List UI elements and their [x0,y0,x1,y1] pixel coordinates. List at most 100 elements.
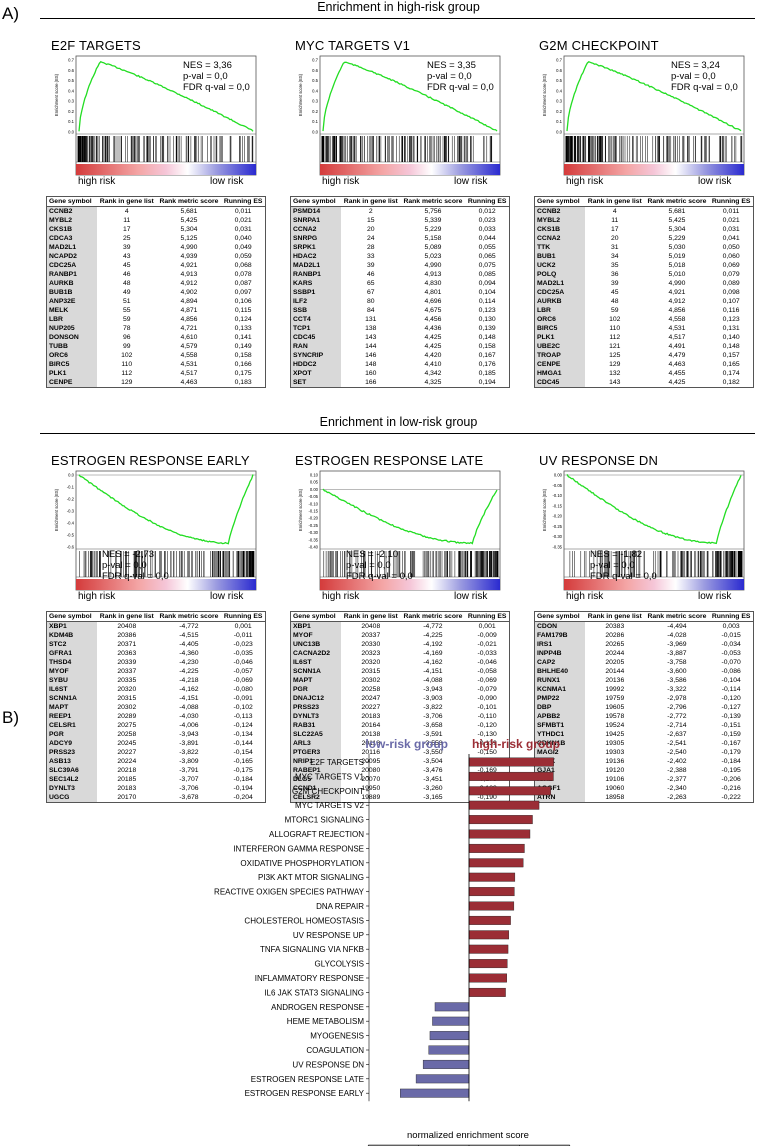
category-label: COAGULATION [306,1046,364,1055]
value-cell: 144 [365,343,377,350]
column-header: Rank in gene list [341,196,401,207]
value-cell: 138 [365,325,377,332]
table-row: PMP22 19759 -2,978 -0,120 [534,694,754,703]
value-cell: 46 [367,271,375,278]
table-row: MELK 55 4,871 0,115 [46,306,266,315]
y-tick-label: -0.6 [67,545,75,550]
value-cell: 5,023 [424,253,442,260]
table-row: STC2 20371 -4,405 -0,023 [46,640,266,649]
value-cell: -0,035 [233,650,253,657]
y-tick-label: 0.6 [68,68,74,73]
gene-symbol-cell: LBR [46,315,97,324]
value-cell: -3,822 [179,749,199,756]
value-cell: -0,070 [721,659,741,666]
nes-bar [468,771,554,781]
gene-symbol-cell: SSBP1 [290,288,341,297]
value-cell: 4,902 [180,289,198,296]
value-cell: -0,080 [233,686,253,693]
table-row: RAB31 20164 -3,658 -0,120 [290,721,510,730]
table-row: UCK2 35 5,018 0,069 [534,261,754,270]
table-row: CDC45 143 4,425 0,182 [534,378,754,388]
value-cell: 20339 [117,659,137,666]
value-cell: 20265 [605,641,625,648]
column-header: Rank in gene list [341,611,401,622]
gene-hit-barcode [321,136,493,162]
table-row: BHLHE40 20144 -3,600 -0,086 [534,667,754,676]
value-cell: 129 [121,379,133,386]
nes-bar [468,829,531,839]
value-cell: -4,515 [179,632,199,639]
gene-symbol-cell: DYNLT3 [290,712,341,721]
value-cell: 4,342 [424,370,442,377]
value-cell: 19303 [605,749,625,756]
y-tick-label: -0.20 [308,516,318,521]
value-cell: 4,990 [180,244,198,251]
table-row: PRSS23 20227 -3,822 -0,101 [290,703,510,712]
risk-label-low: low risk [210,591,244,602]
value-cell: 20315 [117,695,137,702]
value-cell: 80 [367,298,375,305]
value-cell: -4,494 [667,623,687,630]
value-cell: 0,104 [478,289,496,296]
y-tick-label: 0.0 [312,130,318,135]
value-cell: 4,579 [180,343,198,350]
risk-label-low: low risk [454,176,488,187]
table-row: IRS1 20265 -3,969 -0,034 [534,640,754,649]
table-row: DYNLT3 20183 -3,706 -0,194 [46,784,266,793]
table-row: DBP 19605 -2,796 -0,127 [534,703,754,712]
y-tick-label: 0.7 [68,58,74,63]
value-cell: 20275 [117,722,137,729]
gene-table: Gene symbol Rank in gene list Rank metric … [46,196,266,388]
column-header: Running ES [465,611,510,622]
table-row: MAD2L1 39 4,990 0,049 [46,243,266,252]
value-cell: 0,060 [722,253,740,260]
value-cell: 0,031 [234,226,252,233]
risk-label-high: high risk [566,176,604,187]
y-tick-label: 0.6 [312,68,318,73]
value-cell: 20247 [361,695,381,702]
table-row: SRPK1 28 5,089 0,055 [290,243,510,252]
value-cell: 0,124 [234,316,252,323]
gene-symbol-cell: DLG5 [290,775,341,784]
section-divider-high [40,18,755,19]
value-cell: 20315 [361,668,381,675]
table-row: PLK1 112 4,517 0,140 [534,333,754,342]
table-row: THSD4 20339 -4,230 -0,046 [46,658,266,667]
gene-symbol-cell: BHLHE40 [534,667,585,676]
table-row: TTK 31 5,030 0,050 [534,243,754,252]
table-row: SYBU 20335 -4,218 -0,069 [46,676,266,685]
value-cell: -0,110 [477,713,497,720]
value-cell: 49 [123,289,131,296]
value-cell: 20080 [361,767,381,774]
nes-bar [429,1031,470,1041]
column-header: Gene symbol [46,611,97,622]
gene-symbol-cell: TROAP [534,351,585,360]
value-cell: -2,340 [667,785,687,792]
value-cell: 5,681 [668,208,686,215]
table-row: CAP2 20205 -3,758 -0,070 [534,658,754,667]
value-cell: 20408 [361,623,381,630]
running-es-curve [566,474,742,545]
gene-symbol-cell: DYNLT3 [46,784,97,793]
category-label: REACTIVE OXIGEN SPECIES PATHWAY [214,888,365,897]
value-cell: 5,425 [180,217,198,224]
value-cell: 19759 [605,695,625,702]
table-row: XBP1 20408 -4,772 0,001 [46,621,266,631]
gene-symbol-cell: PMP22 [534,694,585,703]
column-header: Running ES [709,196,754,207]
value-cell: 0,023 [478,217,496,224]
column-header: Rank metric score [156,196,222,207]
value-cell: -0,069 [233,677,253,684]
value-cell: 4,531 [180,361,198,368]
value-cell: 4,425 [668,379,686,386]
table-row: CELSR2 19889 -3,165 -0,190 [290,793,510,803]
gsea-title: MYC TARGETS V1 [295,38,411,53]
table-row: ASB13 20224 -3,809 -0,165 [46,757,266,766]
gene-symbol-cell: GJA1 [534,766,585,775]
value-cell: 28 [367,244,375,251]
gene-symbol-cell: UNC13B [290,640,341,649]
gene-symbol-cell: SYNCRIP [290,351,341,360]
gene-hit-barcode [79,551,255,577]
gene-symbol-cell: CACNA2D2 [290,649,341,658]
value-cell: -4,772 [179,623,199,630]
